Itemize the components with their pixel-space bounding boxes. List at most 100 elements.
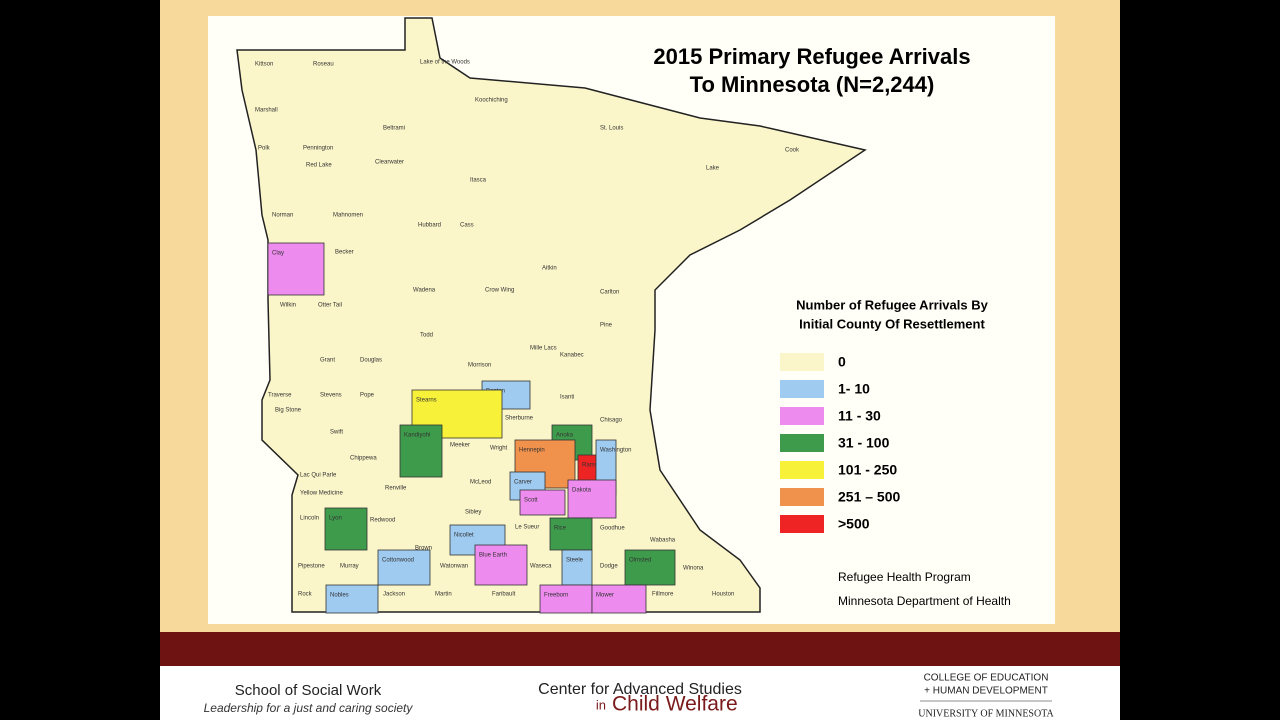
county-label: Wadena [413, 288, 436, 294]
county-label: Hennepin [519, 448, 545, 454]
county-label: Washington [600, 448, 631, 454]
county-label: Swift [330, 430, 343, 436]
county-label: Clay [272, 251, 284, 257]
county [377, 549, 431, 586]
legend-title: Number of Refugee Arrivals By [796, 297, 988, 312]
county-label: Crow Wing [485, 288, 514, 294]
county-label: McLeod [470, 480, 491, 486]
county-label: Meeker [450, 443, 470, 449]
state-outline [236, 17, 867, 613]
legend-title: Initial County Of Resettlement [799, 316, 985, 331]
county-label: Nobles [330, 593, 349, 599]
county-label: Chisago [600, 418, 623, 424]
legend-swatch [780, 407, 824, 425]
county-label: Rice [554, 526, 567, 532]
county-label: Nicollet [454, 533, 474, 539]
county [624, 549, 676, 586]
county-label: Pope [360, 393, 375, 399]
legend-label: 251 – 500 [838, 489, 900, 505]
county-label: Ramsey [582, 463, 604, 469]
county-label: Scott [524, 498, 538, 504]
county-label: Blue Earth [479, 553, 507, 559]
county-label: Clearwater [375, 160, 404, 166]
county-label: Aitkin [542, 266, 557, 272]
county-label: Wright [490, 446, 508, 452]
county-label: Lyon [329, 516, 342, 522]
county-label: Carlton [600, 290, 619, 296]
county-label: Beltrami [383, 126, 405, 132]
source: Refugee Health Program [838, 570, 971, 584]
county [567, 479, 617, 519]
county [474, 544, 528, 586]
county-label: Traverse [268, 393, 292, 399]
county-label: Chippewa [350, 456, 377, 462]
county [519, 489, 566, 516]
county-label: Lac Qui Parle [300, 473, 337, 479]
source: Minnesota Department of Health [838, 594, 1011, 608]
county-label: Winona [683, 566, 704, 572]
county-label: Wilkin [280, 303, 296, 309]
county-label: Kanabec [560, 353, 584, 359]
county-label: Sibley [465, 510, 481, 516]
county-label: Polk [258, 146, 271, 152]
county-label: Marshall [255, 108, 278, 114]
footer [160, 666, 1120, 720]
band [160, 632, 1120, 666]
county-label: Cass [460, 223, 474, 229]
county [399, 424, 443, 478]
county-label: Otter Tail [318, 303, 342, 309]
county-label: Koochiching [475, 98, 508, 104]
footer-left-title: School of Social Work [235, 682, 382, 699]
county-label: Renville [385, 486, 407, 492]
county-label: Cottonwood [382, 558, 414, 564]
county-label: Hubbard [418, 223, 441, 229]
county-label: Olmsted [629, 558, 651, 564]
legend-label: 101 - 250 [838, 462, 897, 478]
county [324, 507, 368, 551]
map-title: 2015 Primary Refugee Arrivals [653, 44, 970, 69]
county-label: Faribault [492, 592, 516, 598]
legend-label: 31 - 100 [838, 435, 890, 451]
county-label: Big Stone [275, 408, 302, 414]
footer-right-line2: + HUMAN DEVELOPMENT [924, 686, 1048, 697]
county-label: St. Louis [600, 126, 623, 132]
footer-left-subtitle: Leadership for a just and caring society [204, 701, 414, 715]
county-label: Roseau [313, 62, 334, 68]
county-label: Wabasha [650, 538, 676, 544]
legend-swatch [780, 461, 824, 479]
county-label: Morrison [468, 363, 491, 369]
county-label: Le Sueur [515, 525, 539, 531]
county-label: Watonwan [440, 564, 468, 570]
county-label: Murray [340, 564, 359, 570]
footer-right-line1: COLLEGE OF EDUCATION [924, 673, 1049, 684]
footer-right-line3: UNIVERSITY OF MINNESOTA [918, 708, 1054, 719]
county-label: Freeborn [544, 593, 568, 599]
county-label: Brown [415, 546, 432, 552]
county-label: Rock [298, 592, 313, 598]
legend-label: 11 - 30 [838, 408, 881, 424]
legend-swatch [780, 380, 824, 398]
legend-label: 0 [838, 354, 846, 370]
legend: 0 1- 10 11 - 30 31 - 100 101 - 250 251 – 500 >… [780, 353, 900, 533]
county-label: Itasca [470, 178, 487, 184]
county-label: Lake of the Woods [420, 60, 470, 66]
county-label: Yellow Medicine [300, 491, 343, 497]
county-label: Becker [335, 250, 354, 256]
legend-swatch [780, 515, 824, 533]
county-label: Pine [600, 323, 613, 329]
county-label: Jackson [383, 592, 405, 598]
county-label: Goodhue [600, 526, 625, 532]
county-label: Stevens [320, 393, 342, 399]
legend-swatch [780, 434, 824, 452]
county-label: Fillmore [652, 592, 674, 598]
county-label: Red Lake [306, 163, 332, 169]
county [325, 584, 379, 614]
legend-swatch [780, 353, 824, 371]
footer-center-line2: Child Welfare [612, 693, 738, 716]
county-label: Pipestone [298, 564, 325, 570]
county-label: Mahnomen [333, 213, 363, 219]
map-title: To Minnesota (N=2,244) [690, 72, 935, 97]
county [267, 242, 325, 296]
